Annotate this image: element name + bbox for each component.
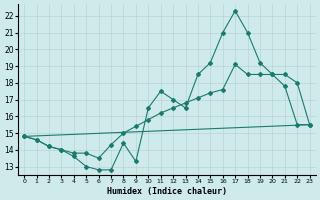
X-axis label: Humidex (Indice chaleur): Humidex (Indice chaleur)	[107, 187, 227, 196]
